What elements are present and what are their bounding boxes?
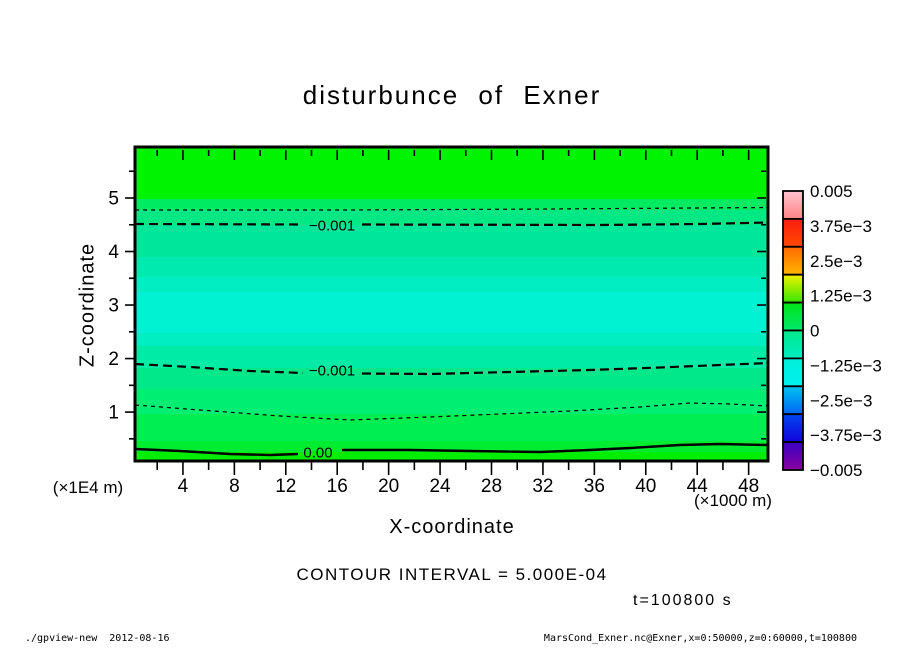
fill-band <box>135 292 768 333</box>
colorbar-segment <box>782 385 804 416</box>
x-tick-label: 40 <box>635 476 656 497</box>
x-tick-label: 4 <box>178 476 189 497</box>
contour-label-minus1e3-upper: −0.001 <box>309 218 355 235</box>
x-tick-label: 8 <box>229 476 240 497</box>
footer-source-text: MarsCond_Exner.nc@Exner,x=0:50000,z=0:60… <box>543 633 857 644</box>
fill-band <box>135 333 768 346</box>
x-tick-label: 24 <box>429 476 451 497</box>
fill-band <box>135 452 768 461</box>
colorbar-segment <box>782 245 804 276</box>
colorbar-segment <box>782 413 804 444</box>
colorbar-label: 1.25e−3 <box>810 287 872 306</box>
footer-command-text: ./gpview-new 2012-08-16 <box>25 633 170 644</box>
contour-line-zero <box>134 447 299 457</box>
colorbar-segment <box>782 273 804 304</box>
x-axis-unit: (×1000 m) <box>694 491 772 510</box>
colorbar-segment <box>782 190 804 220</box>
x-tick-label: 36 <box>584 476 605 497</box>
colorbar-label: −3.75e−3 <box>810 426 882 445</box>
x-tick-label: 12 <box>275 476 296 497</box>
colorbar-label: 0 <box>810 322 819 341</box>
colorbar-label: 0.005 <box>810 182 853 201</box>
colorbar-label: −0.005 <box>810 461 862 480</box>
fill-band <box>135 346 768 368</box>
fill-band <box>135 414 768 441</box>
fill-band <box>135 147 768 199</box>
fill-band <box>135 199 768 210</box>
contour-interval-text: CONTOUR INTERVAL = 5.000E-04 <box>296 565 608 584</box>
contour-line-minus1e3-upper <box>361 221 769 227</box>
x-tick-label: 28 <box>481 476 502 497</box>
x-tick-label: 32 <box>532 476 553 497</box>
time-annotation: t=100800 s <box>633 592 733 609</box>
x-tick-label: 16 <box>327 476 348 497</box>
z-tick-label: 3 <box>108 296 119 317</box>
contour-label-minus1e3-lower: −0.001 <box>309 363 355 380</box>
plot-frame <box>133 145 770 463</box>
x-tick-label: 48 <box>738 476 759 497</box>
fill-band <box>135 277 768 292</box>
z-tick-label: 2 <box>108 349 119 370</box>
x-tick-label: 44 <box>687 476 709 497</box>
contour-line-minus1e3-lower <box>134 362 304 375</box>
fill-band <box>135 368 768 389</box>
z-axis-unit: (×1E4 m) <box>52 478 124 497</box>
colorbar-label: −1.25e−3 <box>810 356 882 375</box>
contour-line-minus1e3-lower <box>361 361 769 376</box>
colorbar-label: 2.5e−3 <box>810 252 862 271</box>
colorbar-segment <box>782 217 804 248</box>
x-axis-label: X-coordinate <box>389 516 515 538</box>
fill-band <box>135 210 768 225</box>
fill-band <box>135 441 768 452</box>
contour-line-zero <box>342 442 769 454</box>
x-tick-label: 20 <box>378 476 399 497</box>
contour-line-minus5e4-lower <box>134 402 769 421</box>
plot-title: disturbunce of Exner <box>302 80 602 110</box>
contour-label-zero: 0.00 <box>303 445 332 462</box>
z-tick-label: 4 <box>108 242 119 263</box>
colorbar-label: −2.5e−3 <box>810 391 872 410</box>
fill-band <box>135 257 768 277</box>
fill-band <box>135 225 768 257</box>
colorbar-segment <box>782 357 804 388</box>
colorbar-segment <box>782 441 804 471</box>
z-tick-label: 1 <box>108 403 119 424</box>
colorbar-segment <box>782 329 804 360</box>
z-tick-label: 5 <box>108 189 119 210</box>
fill-band <box>135 389 768 414</box>
colorbar-label: 3.75e−3 <box>810 217 872 236</box>
contour-line-minus5e4-upper <box>135 206 769 211</box>
z-axis-label: Z-coordinate <box>76 242 99 368</box>
colorbar-segment <box>782 301 804 332</box>
